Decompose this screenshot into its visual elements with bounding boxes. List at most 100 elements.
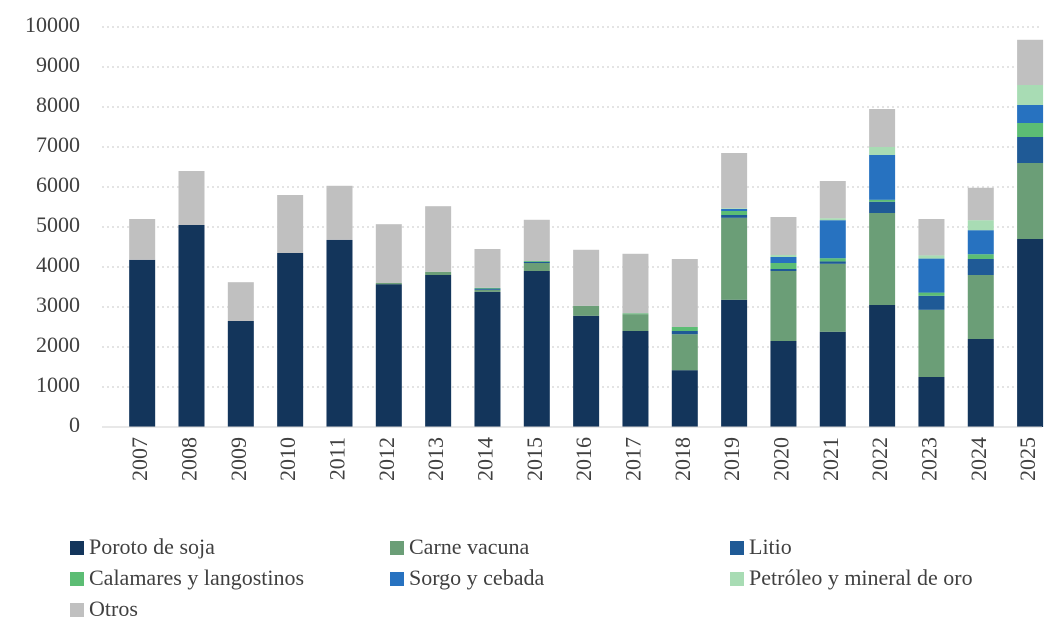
bar-segment	[967, 275, 994, 339]
bar-segment	[178, 171, 205, 225]
y-tick-label: 7000	[36, 132, 80, 157]
bar-segment	[770, 255, 797, 257]
legend-label: Otros	[89, 596, 138, 621]
bar-segment	[869, 155, 896, 200]
y-tick-label: 8000	[36, 92, 80, 117]
bar-segment	[869, 147, 896, 155]
x-tick-label: 2011	[325, 437, 350, 480]
bar-segment	[869, 213, 896, 305]
y-tick-label: 2000	[36, 332, 80, 357]
bar-segment	[523, 271, 550, 427]
bar-segment	[1017, 137, 1044, 163]
bar-segment	[1017, 105, 1044, 123]
bar-segment	[918, 219, 945, 256]
bar-segment	[622, 313, 649, 315]
bar-segment	[721, 208, 748, 209]
bar-segment	[474, 291, 501, 427]
bar-segment	[721, 215, 748, 218]
bar-segment	[375, 283, 402, 285]
bar-segment	[622, 331, 649, 427]
legend-label: Petróleo y mineral de oro	[749, 565, 973, 590]
bar-segment	[770, 271, 797, 341]
bar-segment	[918, 258, 945, 293]
bar-segment	[671, 331, 698, 335]
bar-segment	[918, 295, 945, 310]
bar-segment	[770, 269, 797, 271]
legend-swatch	[390, 541, 404, 555]
bar-segment	[918, 255, 945, 259]
bar-segment	[671, 370, 698, 427]
y-tick-label: 6000	[36, 172, 80, 197]
x-tick-label: 2021	[818, 437, 843, 481]
bar-segment	[721, 211, 748, 215]
x-tick-label: 2008	[177, 437, 202, 481]
bar-segment	[819, 218, 846, 221]
bar-segment	[721, 209, 748, 211]
x-tick-label: 2024	[966, 437, 991, 481]
legend-label: Calamares y langostinos	[89, 565, 304, 590]
bar-segment	[967, 220, 994, 231]
x-tick-label: 2015	[522, 437, 547, 481]
x-tick-label: 2018	[670, 437, 695, 481]
bar-segment	[918, 309, 945, 377]
bar-segment	[277, 195, 304, 253]
bar-segment	[573, 305, 600, 316]
bar-segment	[474, 287, 501, 289]
bar-segment	[770, 217, 797, 255]
bar-segment	[573, 249, 600, 306]
bar-segment	[375, 224, 402, 283]
bar-segment	[770, 263, 797, 269]
bar-segment	[967, 230, 994, 255]
bar-segment	[721, 153, 748, 209]
x-tick-label: 2017	[621, 437, 646, 481]
bar-segment	[721, 299, 748, 427]
bar-segment	[967, 254, 994, 259]
x-tick-label: 2016	[571, 437, 596, 481]
y-tick-label: 1000	[36, 372, 80, 397]
bar-segment	[474, 288, 501, 290]
bar-segment	[227, 321, 254, 427]
bar-segment	[474, 249, 501, 288]
bar-segment	[869, 199, 896, 202]
bar-segment	[770, 341, 797, 427]
legend-label: Litio	[749, 534, 792, 559]
bar-segment	[573, 315, 600, 427]
bar-segment	[869, 201, 896, 213]
legend-label: Sorgo y cebada	[409, 565, 544, 590]
legend-swatch	[730, 572, 744, 586]
legend-swatch	[70, 603, 84, 617]
bar-segment	[326, 239, 353, 427]
x-tick-label: 2014	[473, 437, 498, 481]
x-tick-label: 2007	[127, 437, 152, 481]
bar-segment	[375, 284, 402, 427]
x-tick-label: 2010	[275, 437, 300, 481]
legend-swatch	[390, 572, 404, 586]
bar-segment	[869, 109, 896, 147]
legend-swatch	[730, 541, 744, 555]
bar-segment	[523, 263, 550, 271]
y-tick-label: 4000	[36, 252, 80, 277]
bar-segment	[474, 289, 501, 292]
bar-segment	[523, 261, 550, 263]
y-tick-label: 5000	[36, 212, 80, 237]
y-tick-label: 0	[69, 412, 80, 437]
bar-segment	[671, 327, 698, 331]
bar-segment	[721, 217, 748, 300]
bar-segment	[622, 314, 649, 331]
x-tick-label: 2023	[916, 437, 941, 481]
x-tick-label: 2012	[374, 437, 399, 481]
bar-segment	[622, 253, 649, 314]
bar-segment	[671, 259, 698, 327]
bar-segment	[1017, 163, 1044, 239]
x-tick-label: 2009	[226, 437, 251, 481]
bar-segment	[129, 259, 156, 427]
legend-label: Carne vacuna	[409, 534, 530, 559]
x-tick-label: 2019	[719, 437, 744, 481]
bar-segment	[1017, 123, 1044, 137]
bar-segment	[129, 219, 156, 260]
y-tick-label: 3000	[36, 292, 80, 317]
bar-segment	[425, 206, 452, 272]
bar-segment	[918, 292, 945, 296]
bar-segment	[869, 305, 896, 427]
